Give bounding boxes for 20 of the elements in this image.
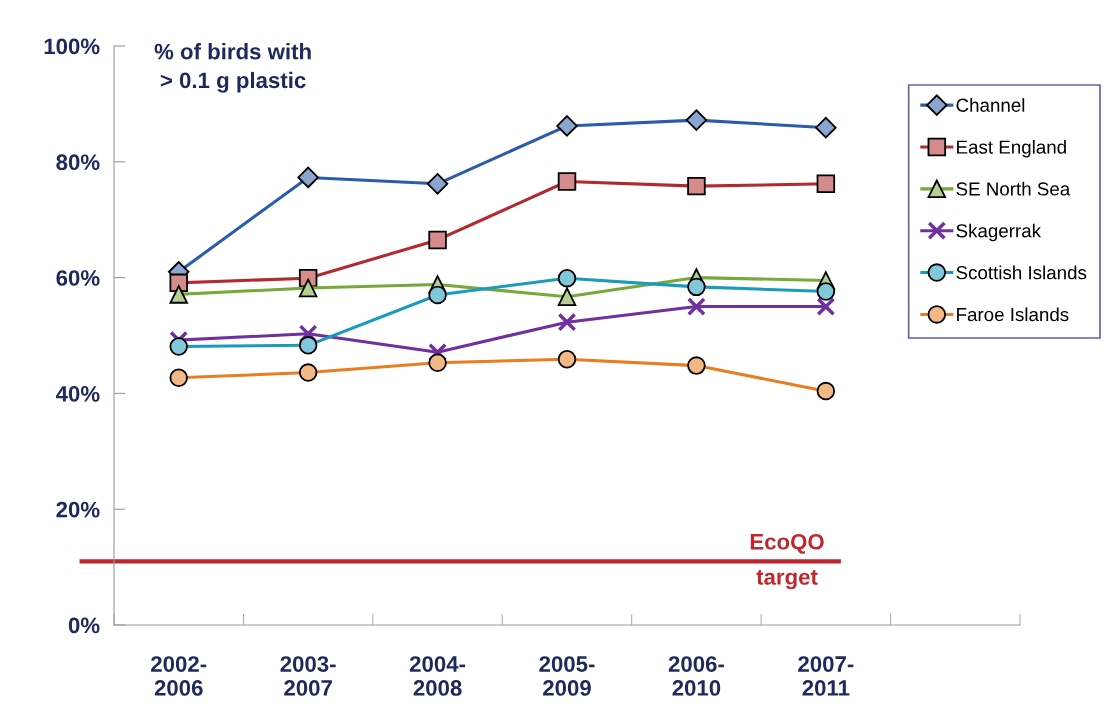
y-tick-label: 20% — [56, 501, 100, 518]
x-tick-label: 2005- 2009 — [539, 656, 595, 696]
legend-label: Skagerrak — [956, 223, 1042, 242]
y-tick-label: 40% — [55, 385, 100, 402]
x-tick-label: 2003- 2007 — [280, 656, 336, 696]
y-tick-label: 60% — [56, 270, 100, 286]
y-tick-label: 0% — [68, 617, 100, 634]
y-tick-label: 80% — [56, 154, 100, 171]
x-tick-label: 2004- 2008 — [409, 656, 466, 696]
legend-label: Channel — [956, 98, 1025, 112]
legend-label: SE North Sea — [956, 181, 1071, 196]
x-tick-label: 2002- 2006 — [151, 656, 207, 696]
legend-label: Scottish Islands — [956, 265, 1087, 280]
ref-line-label: EcoQO target — [750, 533, 824, 590]
legend-label: East England — [957, 139, 1066, 158]
legend-label: Faroe Islands — [957, 307, 1069, 322]
y-tick-label: 100% — [44, 38, 100, 55]
chart-title: % of birds with > 0.1 g plastic — [154, 43, 311, 93]
x-tick-label: 2006- 2010 — [668, 656, 724, 696]
x-tick-label: 2007- 2011 — [798, 656, 854, 696]
